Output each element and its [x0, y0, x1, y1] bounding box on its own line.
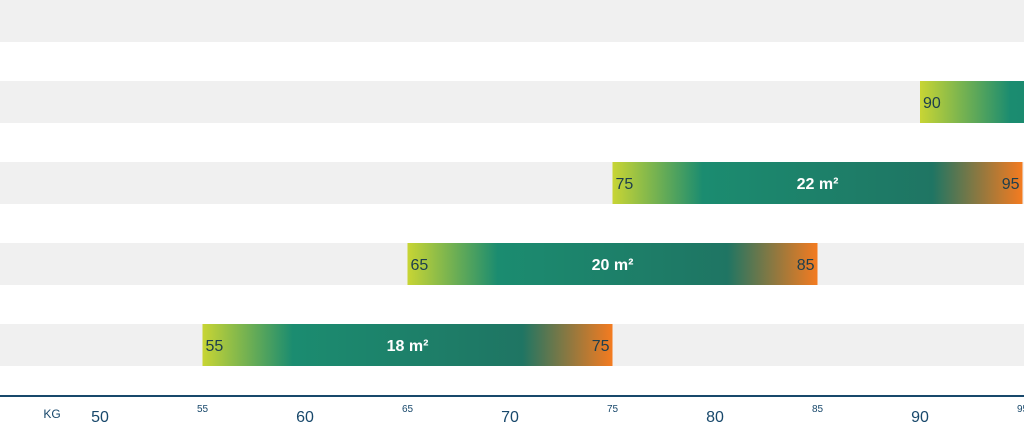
range-bar-group: 55 75 18 m² [202, 324, 613, 366]
range-bar-group: 75 95 22 m² [612, 162, 1023, 204]
range-start-label: 55 [206, 338, 224, 355]
x-tick-minor-label: 55 [197, 404, 209, 415]
x-tick-minor-label: 95 [1017, 404, 1024, 415]
range-start-label: 65 [411, 257, 429, 274]
range-bar [407, 243, 818, 285]
row-band [0, 81, 1024, 123]
range-bar [612, 162, 1023, 204]
range-bar-group: 9011024 m² [920, 81, 1024, 123]
range-end-label: 95 [1002, 176, 1020, 193]
range-end-label: 75 [592, 338, 610, 355]
x-axis-unit-label: KG [43, 407, 60, 421]
x-tick-minor-label: 65 [402, 404, 414, 415]
range-area-label: 22 m² [797, 176, 839, 193]
x-tick-major-label: 90 [911, 409, 929, 424]
range-end-label: 85 [797, 257, 815, 274]
x-tick-minor-label: 85 [812, 404, 824, 415]
range-bar-group: 65 85 20 m² [407, 243, 818, 285]
range-bar [202, 324, 613, 366]
row-band [0, 0, 1024, 42]
x-tick-minor-label: 75 [607, 404, 619, 415]
x-tick-major-label: 80 [706, 409, 724, 424]
x-tick-major-label: 70 [501, 409, 519, 424]
range-start-label: 75 [616, 176, 634, 193]
range-area-label: 18 m² [387, 338, 429, 355]
range-bar [920, 81, 1024, 123]
x-axis-ticks: 5060708090100110120130556575859510511512… [91, 404, 1024, 424]
x-tick-major-label: 50 [91, 409, 109, 424]
range-start-label: 90 [923, 95, 941, 112]
x-tick-major-label: 60 [296, 409, 314, 424]
range-area-label: 20 m² [592, 257, 634, 274]
